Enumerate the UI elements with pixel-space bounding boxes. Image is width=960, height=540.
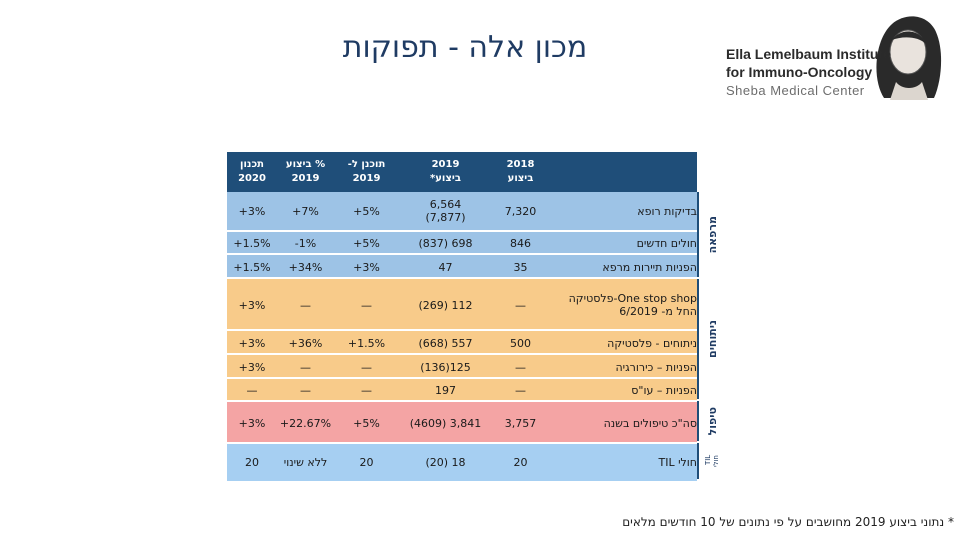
institute-logo: Ella Lemelbaum Institute for Immuno-Onco… [722, 10, 952, 100]
row-label: ניתוחים - פלסטיקה [607, 336, 697, 350]
header-2018: 2018 ביצוע [506, 159, 535, 184]
logo-line-1: Ella Lemelbaum Institute [726, 46, 891, 62]
cell-2018: 20 [513, 456, 528, 469]
logo-line-3: Sheba Medical Center [726, 83, 865, 98]
table-row: +1.5% -1% +5% (837) 698 846 חולים חדשים [227, 230, 697, 255]
page-title: מכון אלה - תפוקות [342, 30, 588, 65]
cell-2019: (20) 18 [425, 456, 466, 469]
table-row: +3% — — (136)125 — הפניות – כירורגיה [227, 353, 697, 379]
cell-plan-2020: +3% [238, 336, 266, 350]
side-label-til-text: TIL חולי [704, 454, 720, 468]
table-row: +3% +7% +5% 6,564 (7,877) 7,320 בדיקות ר… [227, 192, 697, 230]
cell-plan-2020: — [246, 384, 258, 397]
header-2019: 2019 ביצוע* [430, 159, 461, 184]
cell-plan-2020: +1.5% [233, 237, 271, 250]
side-label-treatment-text: טיפול [705, 406, 719, 436]
table-row: +3% +36% +1.5% (668) 557 500 ניתוחים - פ… [227, 329, 697, 355]
table-header-row: תכנון 2020 % ביצוע 2019 תוכנן ל- 2019 20… [227, 152, 697, 192]
cell-plan-2020: +3% [238, 416, 266, 430]
row-label: חולים חדשים [636, 237, 697, 250]
side-label-surgery: ניתוחים [697, 279, 725, 399]
header-label [549, 152, 697, 192]
row-label: One stop shop-פלסטיקה החל מ- 6/2019 [568, 292, 697, 318]
cell-2018: 3,757 [504, 416, 537, 430]
cell-plan-2020: +3% [238, 360, 266, 374]
cell-planned-2019: +3% [353, 260, 380, 274]
cell-pct-2019: — [300, 360, 311, 374]
cell-2019: (668) 557 [418, 336, 473, 350]
cell-planned-2019: — [361, 360, 372, 374]
table-row: +3% — — (269) 112 — One stop shop-פלסטיק… [227, 277, 697, 331]
cell-pct-2019: ללא שינוי [283, 456, 328, 469]
cell-planned-2019: +5% [353, 237, 380, 250]
row-label: חולי TIL [658, 456, 698, 469]
cell-planned-2019: — [361, 384, 372, 397]
cell-2018: — [515, 360, 526, 374]
side-label-treatment: טיפול [697, 401, 725, 441]
cell-plan-2020: +1.5% [233, 260, 271, 274]
row-label: הפניות – כירורגיה [615, 360, 697, 374]
cell-2018: 846 [510, 237, 531, 250]
row-label: הפניות – עו"ס [631, 384, 697, 397]
cell-2019: (269) 112 [418, 298, 473, 312]
cell-2018: — [515, 298, 526, 312]
outputs-table: תכנון 2020 % ביצוע 2019 תוכנן ל- 2019 20… [227, 152, 697, 481]
cell-2018: 35 [513, 260, 528, 274]
row-label: הפניות תיירות מרפא [602, 260, 697, 274]
footnote: * נתוני ביצוע 2019 מחושבים על פי נתונים … [622, 515, 954, 529]
table-row: 20 ללא שינוי 20 (20) 18 20 חולי TIL [227, 442, 697, 481]
cell-2019: 6,564 (7,877) [425, 198, 466, 224]
table-row: +1.5% +34% +3% 47 35 הפניות תיירות מרפא [227, 253, 697, 279]
cell-plan-2020: 20 [245, 456, 259, 469]
cell-planned-2019: 20 [359, 456, 374, 469]
cell-2019: (4609) 3,841 [409, 416, 482, 430]
cell-pct-2019: -1% [294, 237, 317, 250]
side-label-surgery-text: ניתוחים [705, 320, 719, 358]
cell-pct-2019: +34% [288, 260, 323, 274]
cell-2018: — [515, 384, 526, 397]
cell-plan-2020: +3% [238, 298, 266, 312]
row-label: סה"כ טיפולים בשנה [603, 416, 697, 430]
cell-2019: 47 [438, 260, 453, 274]
side-label-clinic: מרפאה [697, 192, 725, 277]
cell-pct-2019: +7% [292, 204, 319, 218]
cell-2019: (837) 698 [418, 237, 473, 250]
header-plan-2020: תכנון 2020 [238, 159, 266, 184]
cell-pct-2019: — [300, 384, 311, 397]
cell-pct-2019: — [300, 298, 311, 312]
table-row: +3% +22.67% +5% (4609) 3,841 3,757 סה"כ … [227, 400, 697, 444]
cell-2018: 500 [510, 336, 531, 350]
cell-planned-2019: — [361, 298, 372, 312]
header-pct-2019: % ביצוע 2019 [285, 159, 326, 184]
cell-planned-2019: +1.5% [347, 336, 386, 350]
cell-plan-2020: +3% [238, 204, 266, 218]
cell-planned-2019: +5% [353, 416, 380, 430]
cell-pct-2019: +22.67% [279, 416, 332, 430]
header-planned-2019: תוכנן ל- 2019 [347, 159, 386, 184]
table-row: — — — 197 — הפניות – עו"ס [227, 377, 697, 402]
cell-pct-2019: +36% [288, 336, 323, 350]
cell-2019: (136)125 [420, 360, 471, 374]
side-label-til: TIL חולי [697, 443, 725, 479]
side-label-clinic-text: מרפאה [705, 215, 719, 254]
portrait-image [876, 16, 942, 100]
cell-planned-2019: +5% [353, 204, 380, 218]
logo-line-2: for Immuno-Oncology [726, 64, 873, 80]
row-label: בדיקות רופא [637, 204, 697, 218]
cell-2019: 197 [435, 384, 456, 397]
cell-2018: 7,320 [504, 204, 537, 218]
